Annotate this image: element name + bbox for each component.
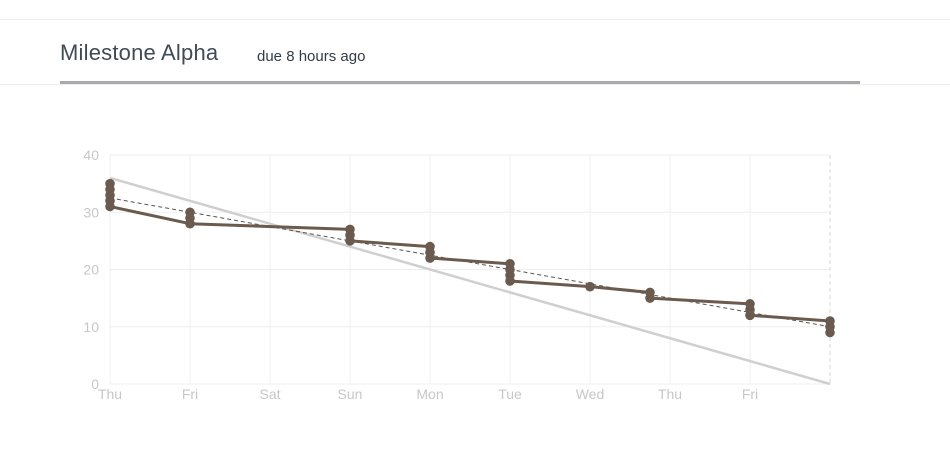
- y-tick-label: 10: [83, 319, 99, 335]
- x-tick-label: Tue: [498, 386, 522, 402]
- y-tick-label: 20: [83, 262, 99, 278]
- y-tick-label: 40: [83, 147, 99, 163]
- x-tick-label: Fri: [182, 386, 198, 402]
- data-point: [185, 218, 195, 229]
- x-tick-label: Sun: [338, 386, 363, 402]
- y-tick-label: 0: [91, 376, 99, 392]
- header-bar: [0, 20, 950, 85]
- data-point: [345, 236, 355, 246]
- ideal-burndown-line: [109, 176, 831, 386]
- title-underline: [60, 81, 860, 84]
- chart-lines: [109, 176, 832, 386]
- x-tick-label: Thu: [98, 386, 122, 402]
- due-status: due 8 hours ago: [257, 48, 366, 65]
- chart-ticks: 0 10 20 30 40 Thu Fri Sat Sun Mon Tue Wed Thu Fri: [83, 147, 758, 402]
- chart-markers: [105, 178, 835, 338]
- x-tick-label: Thu: [658, 386, 682, 402]
- data-point: [585, 281, 595, 292]
- top-divider: [0, 19, 950, 20]
- x-tick-label: Mon: [416, 386, 443, 402]
- data-point: [425, 253, 435, 263]
- x-tick-label: Wed: [576, 386, 605, 402]
- data-point: [105, 201, 115, 212]
- milestone-title: Milestone Alpha: [60, 40, 219, 65]
- x-tick-label: Fri: [742, 386, 758, 402]
- data-point: [505, 276, 515, 286]
- x-tick-label: Sat: [259, 386, 280, 402]
- data-point: [745, 310, 755, 321]
- y-tick-label: 30: [83, 204, 99, 220]
- data-point: [645, 293, 655, 303]
- chart-grid: [109, 154, 831, 385]
- data-point: [825, 327, 835, 338]
